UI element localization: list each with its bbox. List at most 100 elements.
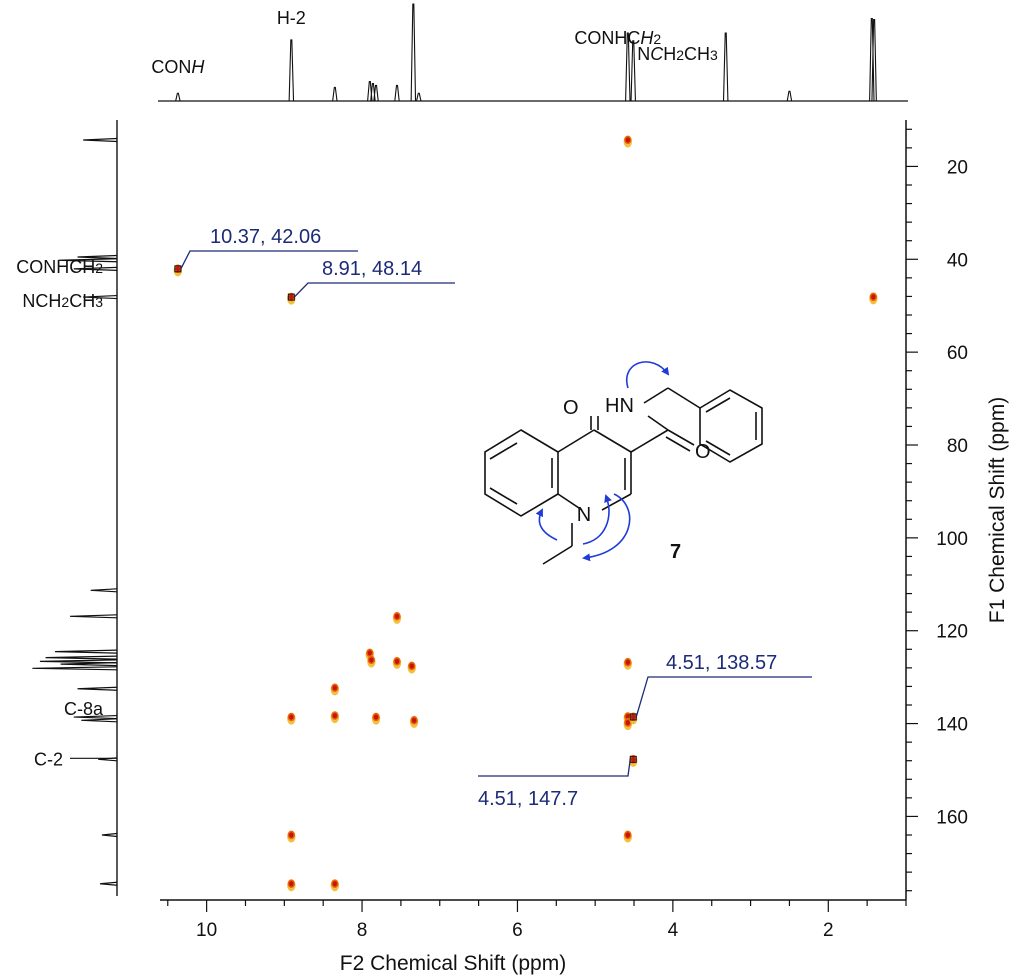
x-tick-label: 4 bbox=[668, 920, 679, 941]
cross-peak-core bbox=[631, 756, 636, 762]
annotation-leader bbox=[293, 282, 455, 298]
f1-peak-label-part: 3 bbox=[95, 294, 103, 310]
cross-peak-core bbox=[625, 137, 631, 143]
cross-peak-core bbox=[394, 658, 400, 664]
f2-projection-peak bbox=[625, 32, 631, 102]
peak-annotation: 4.51, 138.57 bbox=[629, 652, 812, 721]
cross-peak-core bbox=[369, 657, 374, 663]
cross-peak-core bbox=[332, 881, 338, 887]
x-tick-label: 6 bbox=[512, 920, 523, 941]
f1-peak-label-part: CH bbox=[35, 291, 61, 311]
f1-projection-peak bbox=[73, 714, 118, 720]
cross-peak-core bbox=[411, 717, 417, 723]
f1-peak-label-part: CH bbox=[69, 291, 95, 311]
atom-n-ring: N bbox=[577, 504, 591, 526]
bond-ch2-ph bbox=[667, 387, 701, 409]
f2-projection-peak bbox=[175, 92, 181, 102]
compound-number: 7 bbox=[670, 541, 681, 563]
cross-peak-core bbox=[625, 659, 631, 665]
cross-peak-core bbox=[625, 714, 631, 720]
cross-peak bbox=[287, 830, 296, 843]
cross-peak bbox=[623, 830, 633, 843]
cross-peak-core bbox=[289, 294, 294, 300]
cross-peak bbox=[392, 656, 402, 669]
f1-projection-peaks bbox=[32, 137, 118, 886]
f1-peak-label-part: C-2 bbox=[34, 749, 63, 769]
hmbc-correlation-arrows bbox=[535, 361, 670, 562]
bond-c4-c3 bbox=[593, 429, 632, 453]
y-tick-label: 100 bbox=[936, 529, 968, 550]
f1-projection-peak bbox=[100, 881, 118, 886]
bond-amide-c-o bbox=[667, 429, 695, 446]
cross-peak bbox=[869, 292, 878, 305]
f1-projection-peak bbox=[83, 137, 118, 143]
cross-peak bbox=[623, 135, 633, 148]
f2-projection-peak bbox=[416, 92, 422, 102]
cross-peak-core bbox=[394, 613, 400, 619]
cross-peak-core bbox=[625, 832, 631, 838]
cross-peak-core bbox=[175, 266, 181, 272]
f2-projection-peak bbox=[410, 3, 417, 102]
f2-projection-peak bbox=[394, 84, 400, 102]
cross-peak-core bbox=[409, 663, 414, 669]
f1-projection-peak bbox=[73, 266, 118, 271]
bond-amide-c-o-double bbox=[665, 436, 691, 452]
plot-area: 10 8 6 4 2 20 40 60 80 100 120 140 160 10.37, 42.06… bbox=[160, 120, 968, 941]
cross-peak-core bbox=[289, 881, 294, 887]
x-tick-label: 2 bbox=[823, 920, 834, 941]
peak-annotation: 10.37, 42.06 bbox=[174, 226, 358, 273]
f1-projection-peak bbox=[77, 254, 118, 260]
benzo-inner-bond-1 bbox=[489, 442, 518, 460]
f2-peak-label: H-2 bbox=[277, 8, 306, 28]
f1-projection-peak bbox=[60, 662, 118, 667]
f2-peak-label-part: CH bbox=[684, 44, 710, 64]
cross-peaks bbox=[173, 135, 878, 892]
bond-c4a-c4 bbox=[557, 429, 595, 453]
molecule-atom-labels: O HN O N 7 bbox=[563, 395, 711, 563]
annotation-label: 4.51, 147.7 bbox=[478, 788, 578, 810]
f2-peak-label-part: 2 bbox=[653, 31, 661, 47]
f1-peak-label: NCH2CH3 bbox=[22, 291, 103, 311]
f1-projection-peak bbox=[69, 614, 118, 619]
y-tick-label: 160 bbox=[936, 807, 968, 828]
f1-projection-peak bbox=[101, 832, 118, 838]
cross-peak-core bbox=[373, 714, 379, 720]
x-tick-label: 10 bbox=[196, 920, 217, 941]
y-tick-label: 20 bbox=[947, 157, 968, 178]
f2-projection-peak bbox=[722, 32, 729, 102]
cross-peak-core bbox=[289, 714, 294, 720]
annotation-leader bbox=[180, 250, 358, 270]
f2-peak-label: CONHCH2 bbox=[574, 28, 661, 48]
y-tick-label: 120 bbox=[936, 622, 968, 643]
atom-o-amide: O bbox=[695, 441, 711, 463]
f2-peak-label-part: N bbox=[637, 44, 650, 64]
f2-projection-peak bbox=[871, 18, 877, 102]
f2-peak-label-part: H bbox=[663, 44, 676, 64]
cross-peak bbox=[629, 712, 638, 725]
cross-peak-core bbox=[289, 832, 294, 838]
hmbc-arrow-ethyl-c2 bbox=[582, 494, 612, 545]
f2-peak-label: CONH bbox=[151, 57, 205, 77]
hmbc-arrow-ethyl-c8a bbox=[535, 508, 558, 541]
atom-amide-nh: HN bbox=[605, 395, 634, 417]
cross-peak-core bbox=[332, 713, 338, 719]
cross-peak-core bbox=[871, 294, 876, 300]
cross-peak bbox=[629, 754, 638, 767]
bond-c3-amide-c bbox=[630, 429, 669, 453]
phenyl-inner-bond-1 bbox=[705, 397, 731, 413]
annotation-label: 10.37, 42.06 bbox=[210, 226, 321, 248]
f1-projection-peak bbox=[54, 649, 118, 654]
cross-peak bbox=[330, 879, 340, 892]
y-axis-title: F1 Chemical Shift (ppm) bbox=[986, 397, 1009, 623]
cross-peak bbox=[287, 712, 296, 725]
f2-projection-peak bbox=[786, 90, 793, 102]
f1-projection-peak bbox=[45, 655, 118, 660]
peak-annotation: 8.91, 48.14 bbox=[287, 258, 455, 301]
f2-projection-peak bbox=[332, 86, 338, 102]
y-axis-ticks: 20 40 60 80 100 120 140 160 bbox=[906, 128, 968, 892]
f1-projection-peak bbox=[58, 258, 118, 263]
cross-peak bbox=[409, 715, 419, 728]
f2-projection-peaks bbox=[175, 3, 877, 102]
peak-annotations: 10.37, 42.06 8.91, 48.14 4.51, 138.57 4.51,… bbox=[174, 226, 812, 810]
f2-projection-peak bbox=[630, 40, 636, 102]
